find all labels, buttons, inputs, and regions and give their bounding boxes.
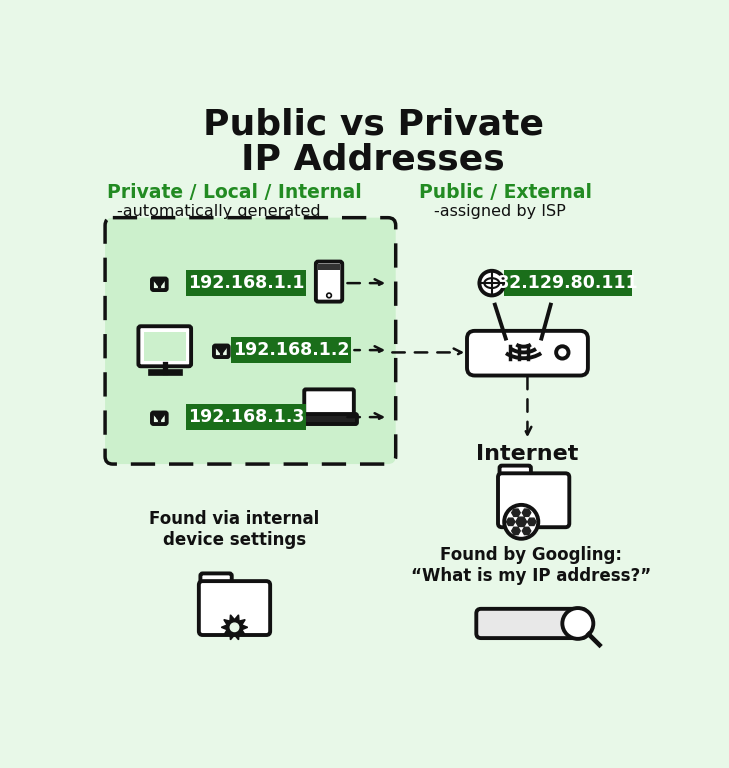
FancyBboxPatch shape <box>318 264 340 270</box>
Polygon shape <box>528 518 536 525</box>
FancyBboxPatch shape <box>152 279 167 290</box>
FancyBboxPatch shape <box>199 581 270 635</box>
FancyBboxPatch shape <box>200 574 232 589</box>
Text: 192.168.1.2: 192.168.1.2 <box>233 341 349 359</box>
Polygon shape <box>507 518 515 525</box>
Polygon shape <box>512 528 521 535</box>
FancyBboxPatch shape <box>186 404 306 430</box>
Polygon shape <box>522 528 531 535</box>
Circle shape <box>157 280 162 286</box>
Circle shape <box>504 505 538 539</box>
FancyBboxPatch shape <box>301 414 357 424</box>
FancyBboxPatch shape <box>304 389 354 417</box>
FancyBboxPatch shape <box>231 337 351 363</box>
Polygon shape <box>522 509 531 516</box>
Text: Found by Googling:
“What is my IP address?”: Found by Googling: “What is my IP addres… <box>411 546 652 585</box>
Text: Private / Local / Internal: Private / Local / Internal <box>107 183 362 202</box>
Polygon shape <box>512 509 521 516</box>
FancyBboxPatch shape <box>498 473 569 527</box>
Circle shape <box>480 271 504 296</box>
Polygon shape <box>222 615 248 640</box>
Polygon shape <box>516 517 526 527</box>
FancyBboxPatch shape <box>316 262 342 302</box>
FancyBboxPatch shape <box>499 465 531 481</box>
Circle shape <box>230 623 239 631</box>
Circle shape <box>219 347 224 353</box>
Text: IP Addresses: IP Addresses <box>241 143 505 177</box>
Text: -assigned by ISP: -assigned by ISP <box>434 204 566 219</box>
Circle shape <box>157 414 162 419</box>
Text: 192.168.1.3: 192.168.1.3 <box>188 408 304 426</box>
Text: 82.129.80.111: 82.129.80.111 <box>497 274 638 292</box>
FancyBboxPatch shape <box>105 217 396 464</box>
FancyBboxPatch shape <box>186 270 306 296</box>
FancyBboxPatch shape <box>152 412 167 424</box>
FancyBboxPatch shape <box>476 609 586 638</box>
Text: Found via internal
device settings: Found via internal device settings <box>149 510 319 549</box>
FancyBboxPatch shape <box>504 270 632 296</box>
Text: -automatically generated: -automatically generated <box>117 204 321 219</box>
FancyBboxPatch shape <box>139 326 191 366</box>
FancyBboxPatch shape <box>467 331 588 376</box>
Text: Public / External: Public / External <box>419 183 592 202</box>
Circle shape <box>562 608 593 639</box>
FancyBboxPatch shape <box>214 346 229 357</box>
Circle shape <box>556 346 569 359</box>
Text: Public vs Private: Public vs Private <box>203 108 544 141</box>
Circle shape <box>327 293 332 298</box>
Text: Internet: Internet <box>476 444 579 464</box>
Text: 192.168.1.1: 192.168.1.1 <box>188 274 305 292</box>
FancyBboxPatch shape <box>144 332 186 361</box>
